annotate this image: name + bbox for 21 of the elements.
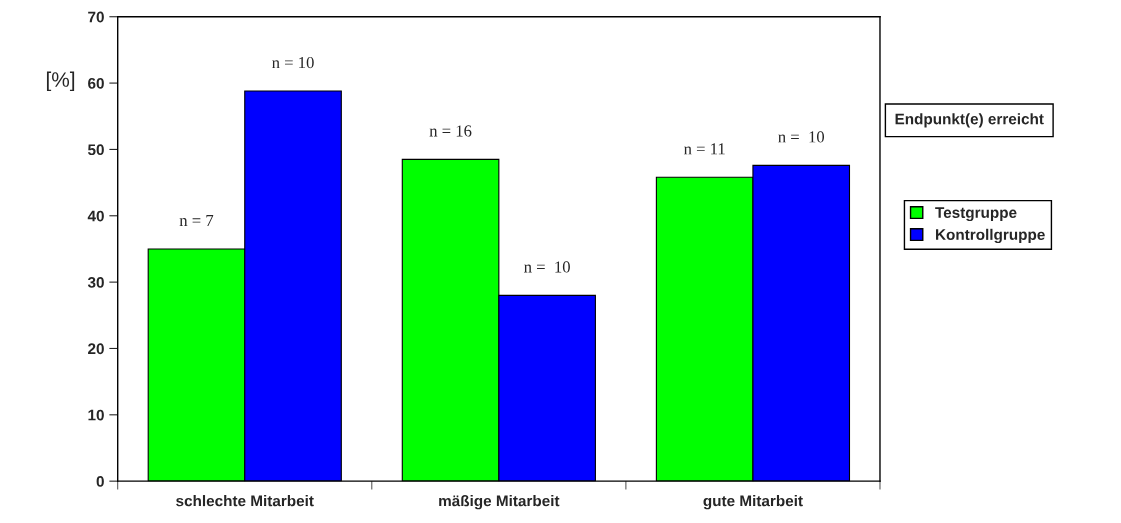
annotation: n = 10 (778, 131, 825, 143)
y-axis-title: [%] (46, 71, 75, 92)
y-tick-label: 0 (96, 476, 104, 487)
annotation: n = 11 (683, 143, 725, 155)
annotation: n = 16 (429, 125, 472, 137)
x-tick-label: gute Mitarbeit (703, 495, 803, 510)
annotation: n = 7 (179, 215, 214, 226)
annotation: n = 10 (272, 56, 314, 69)
y-tick-label: 40 (87, 210, 104, 222)
legend-label: Testgruppe (935, 207, 1017, 222)
y-tick-label: 20 (88, 343, 104, 355)
y-tick-label: 70 (88, 11, 104, 23)
x-tick-label: schlechte Mitarbeit (176, 495, 314, 507)
y-tick-label: 10 (88, 409, 104, 421)
annotation: n = 10 (524, 261, 570, 273)
legend-label: Kontrollgruppe (936, 228, 1045, 244)
y-tick-label: 60 (88, 77, 104, 89)
y-tick-label: 30 (87, 276, 104, 288)
x-tick-label: mäßige Mitarbeit (439, 495, 560, 510)
y-tick-label: 50 (87, 144, 104, 156)
legend-title: Endpunkt(e) erreicht (895, 113, 1044, 128)
